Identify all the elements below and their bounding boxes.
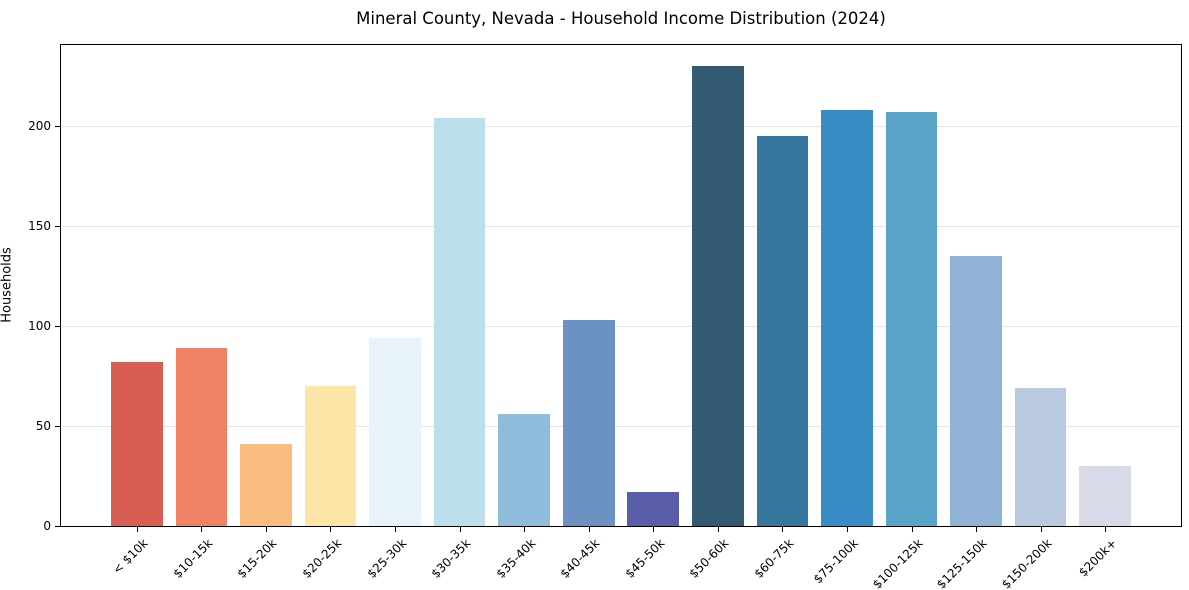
xtick-label-$200k+: $200k+: [1075, 536, 1120, 580]
bar-$50-60k: [692, 66, 744, 526]
xtick-mark-< $10k: [136, 527, 138, 532]
xtick-label-$45-50k: $45-50k: [622, 536, 668, 581]
xtick-label-< $10k: < $10k: [109, 536, 151, 577]
bar-$25-30k: [369, 338, 421, 526]
xtick-mark-$20-25k: [330, 527, 332, 532]
xtick-mark-$10-15k: [201, 527, 203, 532]
xtick-label-$100-125k: $100-125k: [869, 536, 926, 590]
bar-$35-40k: [498, 414, 550, 526]
bar-$40-45k: [562, 320, 615, 526]
gridline-y-200: [61, 126, 1181, 127]
bar-$150-200k: [1014, 388, 1067, 526]
xtick-mark-$100-125k: [911, 527, 913, 532]
xtick-label-$20-25k: $20-25k: [299, 536, 345, 581]
xtick-label-$25-30k: $25-30k: [364, 536, 409, 581]
xtick-mark-$35-40k: [524, 527, 526, 532]
xtick-label-$75-100k: $75-100k: [810, 536, 861, 587]
chart-title: Mineral County, Nevada - Household Incom…: [356, 9, 886, 28]
ytick-label-200: 200: [28, 119, 51, 133]
y-axis-label: Households: [0, 247, 15, 323]
xtick-mark-$40-45k: [588, 527, 590, 532]
xtick-label-$40-45k: $40-45k: [557, 536, 603, 581]
xtick-label-$125-150k: $125-150k: [934, 536, 990, 590]
plot-area: [60, 44, 1182, 527]
xtick-mark-$50-60k: [717, 527, 719, 532]
xtick-label-$10-15k: $10-15k: [170, 536, 216, 581]
bar-$15-20k: [240, 444, 292, 526]
ytick-mark-100: [55, 326, 60, 327]
bar-$100-125k: [885, 112, 938, 526]
gridline-y-50: [61, 426, 1181, 427]
ytick-mark-0: [55, 526, 60, 527]
ytick-mark-50: [55, 426, 60, 427]
xtick-mark-$200k+: [1105, 527, 1107, 532]
ytick-label-150: 150: [28, 219, 51, 233]
ytick-label-0: 0: [43, 519, 51, 533]
ytick-mark-150: [55, 226, 60, 227]
bar-$10-15k: [175, 348, 228, 526]
bar-$30-35k: [433, 118, 486, 526]
xtick-mark-$25-30k: [395, 527, 397, 532]
xtick-mark-$150-200k: [1040, 527, 1042, 532]
xtick-label-$150-200k: $150-200k: [998, 536, 1055, 590]
ytick-mark-200: [55, 126, 60, 127]
xtick-label-$50-60k: $50-60k: [686, 536, 732, 581]
bar-$20-25k: [304, 386, 357, 526]
xtick-mark-$45-50k: [653, 527, 655, 532]
ytick-label-100: 100: [28, 319, 51, 333]
xtick-label-$15-20k: $15-20k: [234, 536, 280, 581]
xtick-mark-$30-35k: [459, 527, 461, 532]
xtick-mark-$125-150k: [976, 527, 978, 532]
bar-$45-50k: [627, 492, 680, 526]
xtick-mark-$15-20k: [265, 527, 267, 532]
bar-< $10k: [111, 362, 163, 526]
xtick-mark-$75-100k: [846, 527, 848, 532]
xtick-label-$35-40k: $35-40k: [493, 536, 539, 581]
bar-$200k+: [1079, 466, 1131, 526]
xtick-mark-$60-75k: [782, 527, 784, 532]
gridline-y-150: [61, 226, 1181, 227]
bar-$75-100k: [821, 110, 873, 526]
bar-$60-75k: [756, 136, 809, 526]
xtick-label-$60-75k: $60-75k: [751, 536, 797, 581]
xtick-label-$30-35k: $30-35k: [428, 536, 474, 581]
gridline-y-100: [61, 326, 1181, 327]
bar-$125-150k: [950, 256, 1002, 526]
ytick-label-50: 50: [35, 419, 51, 433]
